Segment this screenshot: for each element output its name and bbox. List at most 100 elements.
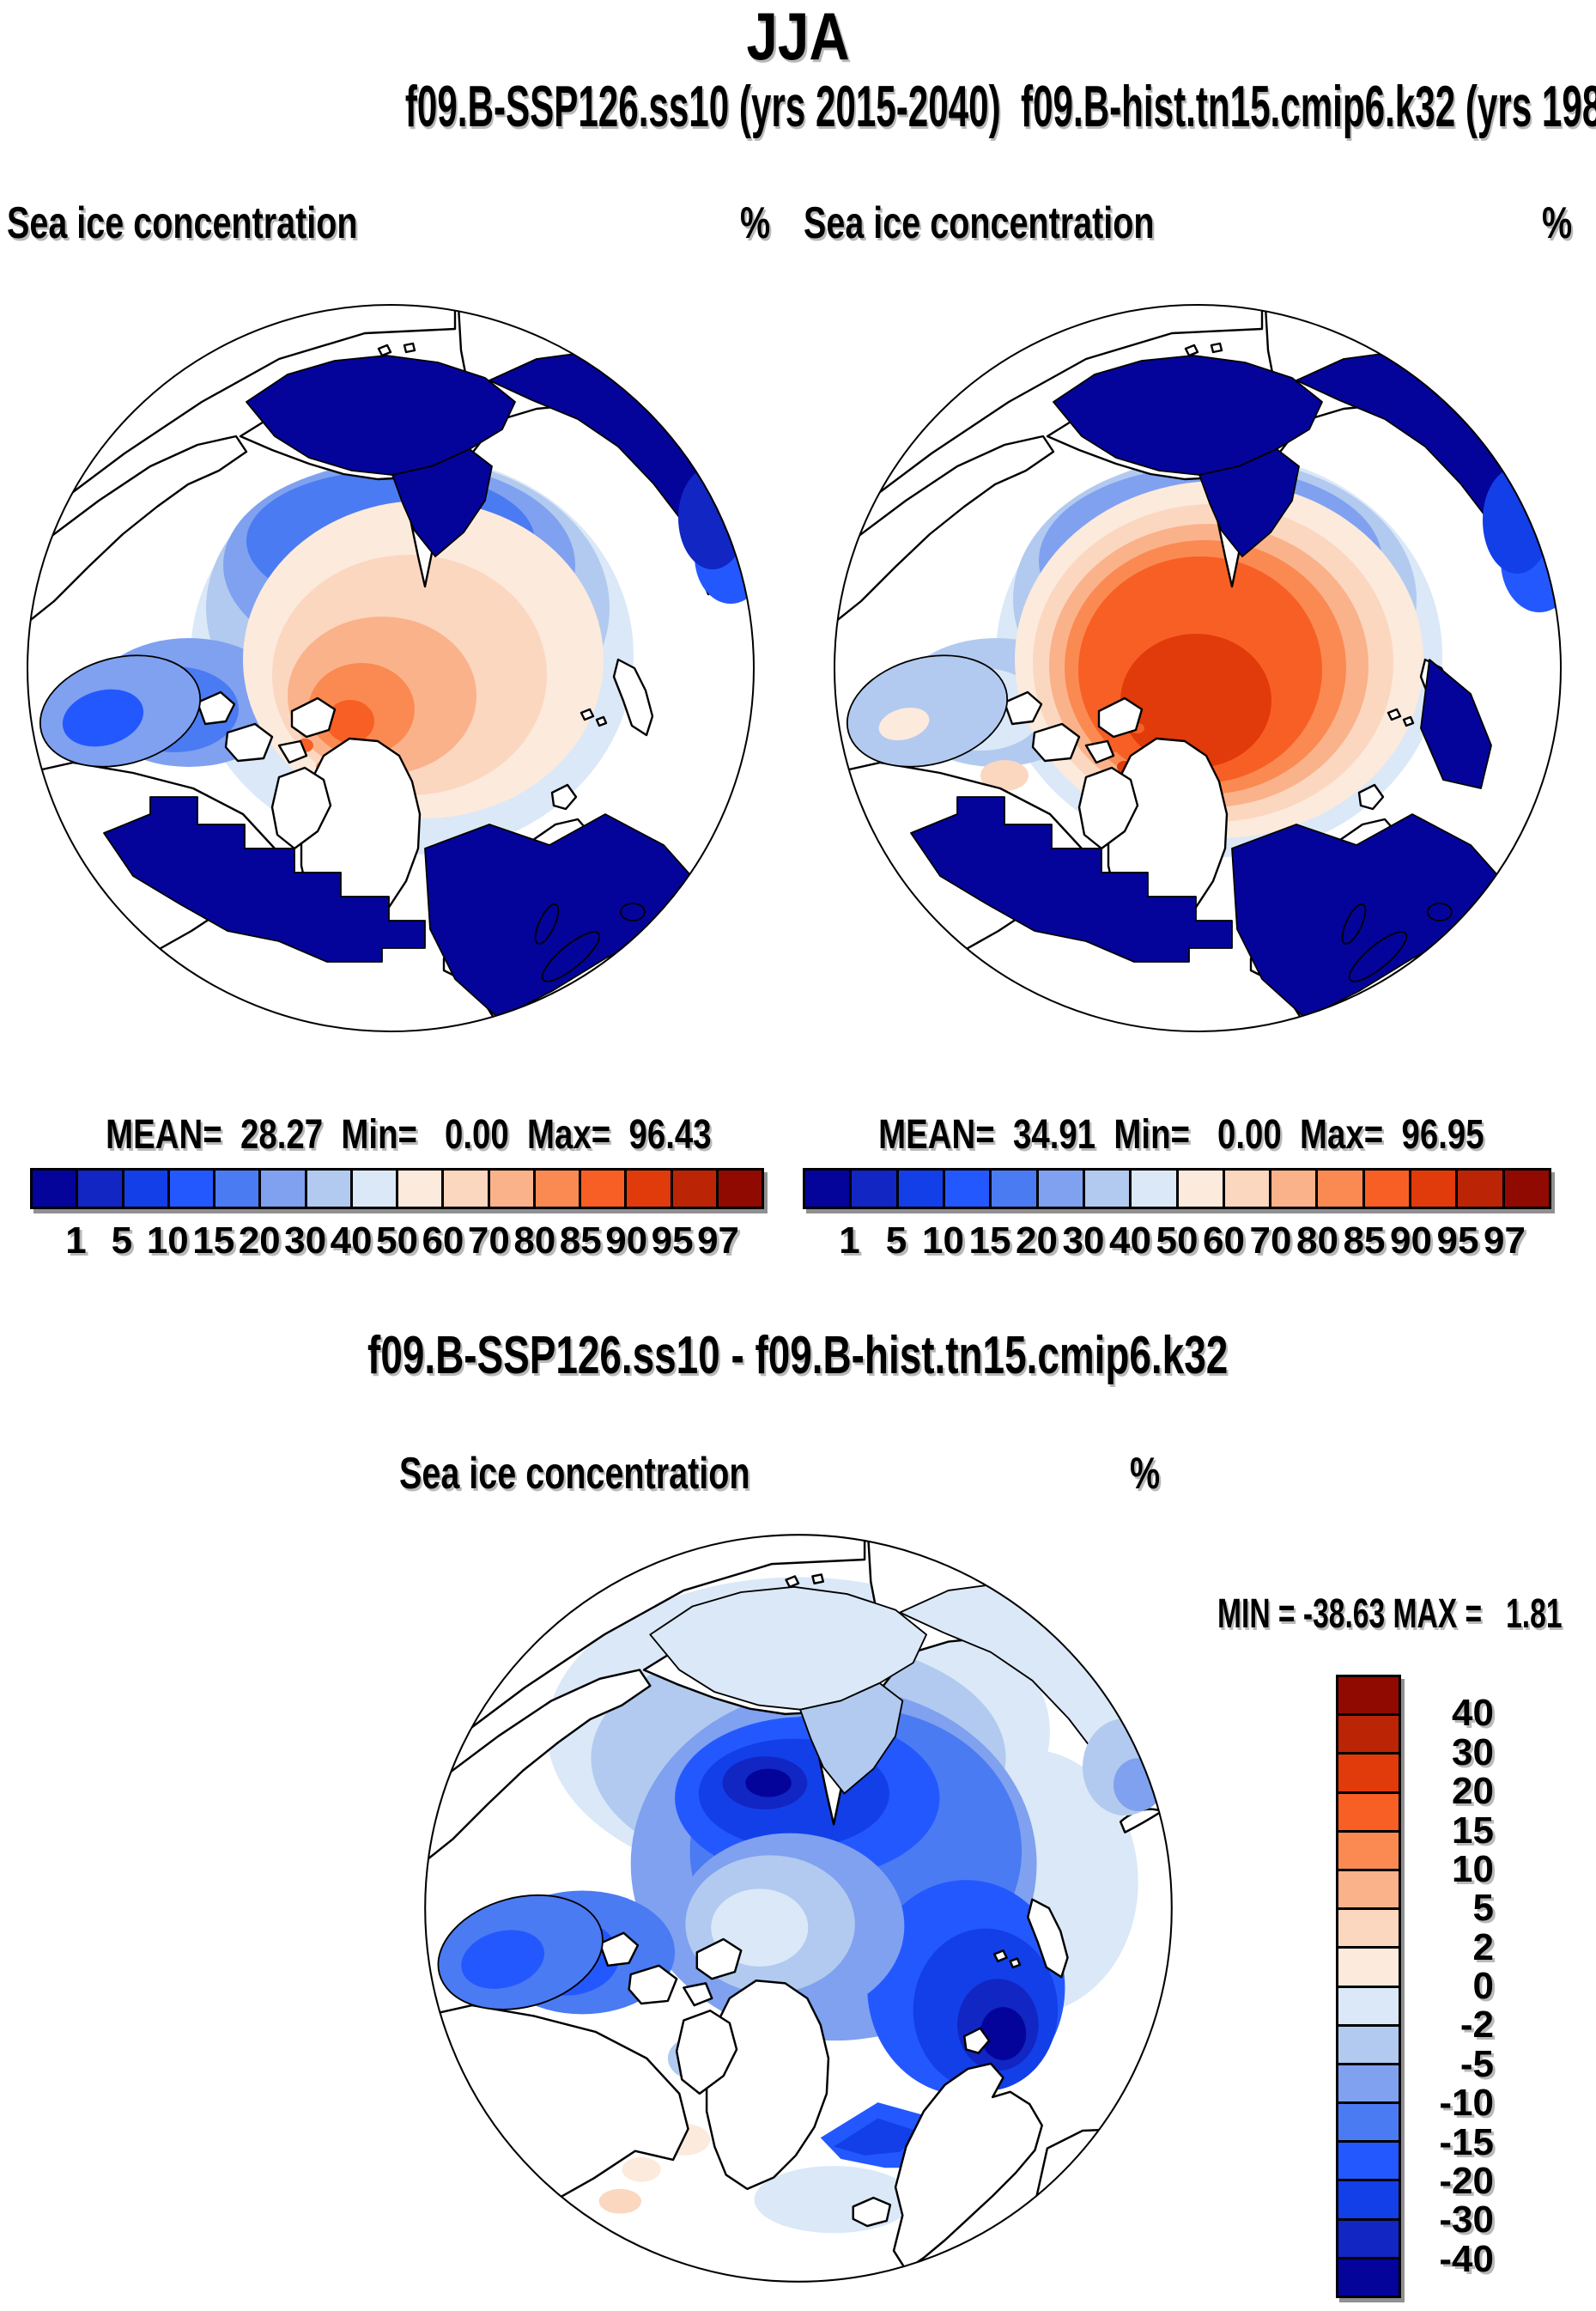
colorbar-tick-label: 15 xyxy=(192,1219,235,1262)
colorbar-cell xyxy=(167,1171,213,1207)
colorbar-cell xyxy=(1269,1171,1316,1207)
colorbar-cell xyxy=(1338,1677,1399,1714)
colorbar-cell xyxy=(1082,1171,1130,1207)
colorbar-cell xyxy=(1338,2023,1399,2063)
colorbar-tick-label: 5 xyxy=(885,1219,907,1262)
colorbar-tick-label: 10 xyxy=(1452,1847,1494,1890)
colorbar-left-ticks: 1 5 10 15 20 30 40 50 60 70 80 85 90 95 97 xyxy=(30,1219,764,1264)
colorbar-tick-label: -15 xyxy=(1439,2120,1494,2163)
colorbar-cell xyxy=(1502,1171,1549,1207)
colorbar-tick-label: 97 xyxy=(1484,1219,1526,1262)
colorbar-cell xyxy=(1338,1713,1399,1753)
colorbar-cell xyxy=(1129,1171,1176,1207)
colorbar-tick-label: 60 xyxy=(422,1219,464,1262)
right-field-label: Sea ice concentration xyxy=(804,198,1155,248)
colorbar-tick-label: 20 xyxy=(1452,1770,1494,1813)
colorbar-left xyxy=(30,1168,764,1209)
colorbar-cell xyxy=(1222,1171,1270,1207)
colorbar-tick-label: -40 xyxy=(1439,2237,1494,2280)
page-title: JJA xyxy=(0,0,1596,72)
colorbar-tick-label: 97 xyxy=(697,1219,740,1262)
colorbar-cell xyxy=(33,1171,76,1207)
colorbar-tick-label: 15 xyxy=(1452,1809,1494,1852)
colorbar-tick-label: 5 xyxy=(111,1219,133,1262)
colorbar-cell xyxy=(487,1171,533,1207)
diff-colorbar-vertical xyxy=(1336,1675,1401,2298)
diff-minmax-line: MIN = -38.63 MAX = 1.81 xyxy=(1217,1591,1563,1637)
colorbar-cell xyxy=(121,1171,167,1207)
colorbar-tick-label: 95 xyxy=(1436,1219,1479,1262)
runs-subtitle: f09.B-SSP126.ss10 (yrs 2015-2040) f09.B-… xyxy=(0,76,1596,137)
colorbar-cell xyxy=(349,1171,396,1207)
colorbar-tick-label: 0 xyxy=(1472,1965,1494,2007)
colorbar-tick-label: 90 xyxy=(1390,1219,1432,1262)
left-units-label: % xyxy=(740,198,771,248)
right-stats-line: MEAN= 34.91 Min= 0.00 Max= 96.95 xyxy=(878,1112,1484,1158)
colorbar-cell xyxy=(258,1171,305,1207)
colorbar-right xyxy=(803,1168,1551,1209)
season-title-text: JJA xyxy=(746,0,850,74)
colorbar-tick-label: -2 xyxy=(1459,2004,1494,2046)
map-panel-difference xyxy=(424,1534,1173,2283)
colorbar-cell xyxy=(1338,2101,1399,2141)
colorbar-cell xyxy=(579,1171,625,1207)
colorbar-cell xyxy=(1338,1791,1399,1830)
colorbar-cell xyxy=(942,1171,990,1207)
colorbar-cell xyxy=(1362,1171,1410,1207)
colorbar-cell xyxy=(1338,1752,1399,1791)
colorbar-tick-label: -20 xyxy=(1439,2159,1494,2202)
colorbar-cell xyxy=(1175,1171,1223,1207)
colorbar-cell xyxy=(849,1171,896,1207)
colorbar-tick-label: 50 xyxy=(376,1219,418,1262)
colorbar-cell xyxy=(670,1171,716,1207)
colorbar-cell xyxy=(1338,1829,1399,1869)
colorbar-cell xyxy=(1338,1985,1399,2024)
diff-units-label: % xyxy=(1130,1449,1161,1499)
colorbar-cell xyxy=(213,1171,259,1207)
colorbar-tick-label: -5 xyxy=(1459,2042,1494,2085)
colorbar-cell xyxy=(624,1171,671,1207)
colorbar-tick-label: 90 xyxy=(605,1219,648,1262)
colorbar-tick-label: 50 xyxy=(1156,1219,1199,1262)
colorbar-tick-label: 85 xyxy=(1343,1219,1386,1262)
diff-field-label: Sea ice concentration xyxy=(399,1449,750,1499)
colorbar-cell xyxy=(1338,2062,1399,2102)
colorbar-tick-label: 20 xyxy=(238,1219,281,1262)
colorbar-cell xyxy=(532,1171,579,1207)
colorbar-tick-label: 80 xyxy=(513,1219,556,1262)
colorbar-cell xyxy=(805,1171,850,1207)
colorbar-cell xyxy=(76,1171,122,1207)
colorbar-tick-label: -30 xyxy=(1439,2198,1494,2241)
colorbar-cell xyxy=(989,1171,1036,1207)
colorbar-tick-label: 15 xyxy=(968,1219,1011,1262)
colorbar-tick-label: 60 xyxy=(1203,1219,1245,1262)
colorbar-cell xyxy=(1455,1171,1502,1207)
colorbar-tick-label: 80 xyxy=(1296,1219,1338,1262)
difference-title: f09.B-SSP126.ss10 - f09.B-hist.tn15.cmip… xyxy=(367,1326,1229,1385)
colorbar-tick-label: 30 xyxy=(1062,1219,1105,1262)
colorbar-cell xyxy=(1338,2217,1399,2257)
map-panel-ssp126 xyxy=(27,304,755,1032)
colorbar-cell xyxy=(1409,1171,1456,1207)
colorbar-tick-label: 95 xyxy=(651,1219,694,1262)
colorbar-cell xyxy=(895,1171,943,1207)
colorbar-cell xyxy=(1338,1946,1399,1986)
colorbar-tick-label: 1 xyxy=(65,1219,87,1262)
colorbar-tick-label: 30 xyxy=(284,1219,327,1262)
colorbar-tick-label: 40 xyxy=(1109,1219,1151,1262)
colorbar-cell xyxy=(1338,1907,1399,1947)
colorbar-cell xyxy=(441,1171,488,1207)
colorbar-tick-label: 1 xyxy=(839,1219,860,1262)
right-units-label: % xyxy=(1542,198,1573,248)
colorbar-tick-label: 10 xyxy=(922,1219,964,1262)
colorbar-tick-label: 20 xyxy=(1016,1219,1058,1262)
map-panel-hist xyxy=(834,304,1562,1032)
colorbar-tick-label: 30 xyxy=(1452,1730,1494,1773)
colorbar-tick-label: -10 xyxy=(1439,2082,1494,2125)
colorbar-tick-label: 40 xyxy=(1452,1692,1494,1735)
colorbar-cell xyxy=(715,1171,762,1207)
colorbar-tick-label: 85 xyxy=(559,1219,602,1262)
colorbar-right-ticks: 1 5 10 15 20 30 40 50 60 70 80 85 90 95 97 xyxy=(803,1219,1551,1264)
colorbar-cell xyxy=(1315,1171,1362,1207)
diff-colorbar-ticks: 40 30 20 15 10 5 2 0 -2 -5 -10 -15 -20 -30 -40 xyxy=(1415,1675,1494,2298)
